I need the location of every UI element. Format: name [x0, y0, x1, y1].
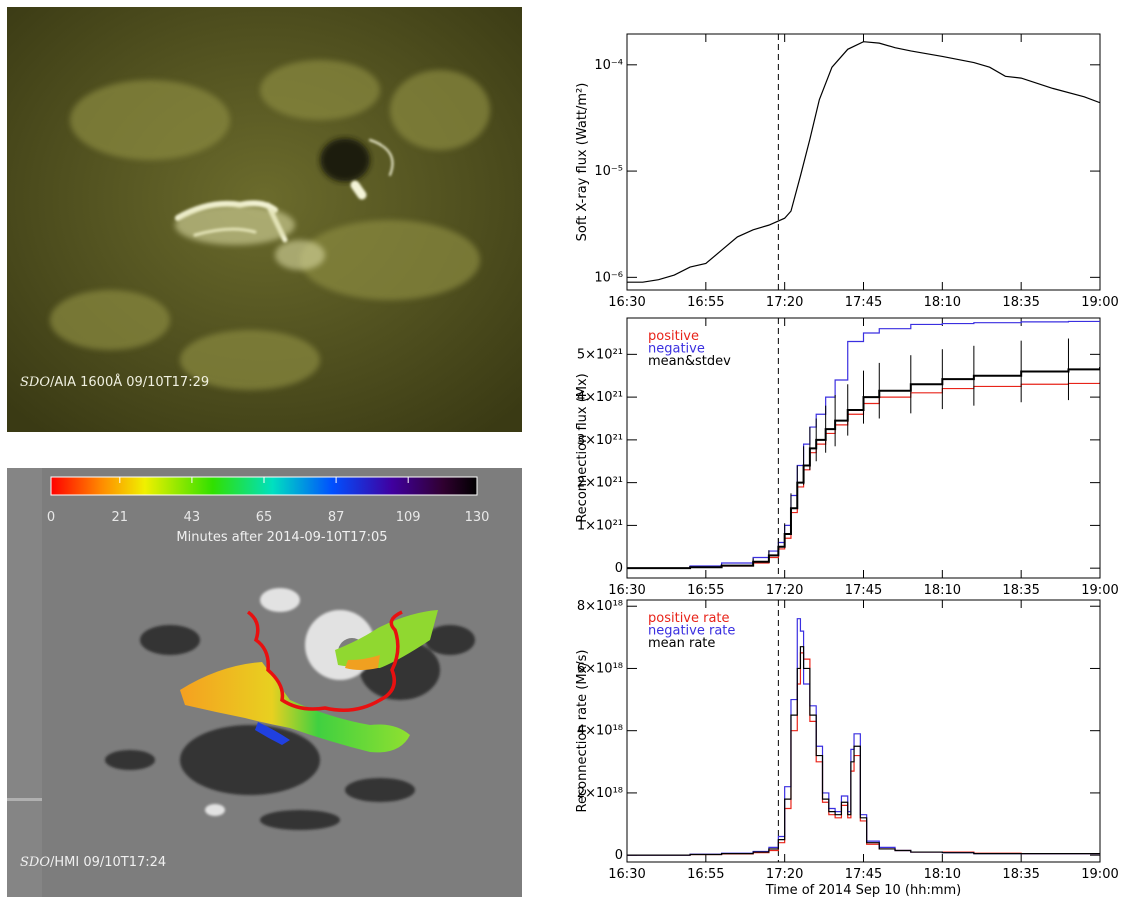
- series-line: [627, 652, 1100, 856]
- x-tick-label: 17:45: [845, 867, 882, 882]
- y-tick-label: 2×10²¹: [577, 476, 623, 491]
- x-axis-label: Time of 2014 Sep 10 (hh:mm): [765, 883, 961, 898]
- plot-area: [627, 41, 1100, 283]
- colorbar-tick-label: 0: [47, 510, 55, 525]
- x-tick-label: 17:45: [845, 295, 882, 310]
- x-tick-label: 19:00: [1081, 295, 1118, 310]
- colorbar-label: Minutes after 2014-09-10T17:05: [176, 530, 387, 545]
- x-tick-label: 19:00: [1081, 583, 1118, 598]
- x-tick-label: 16:30: [608, 867, 645, 882]
- series-line: [627, 646, 1100, 856]
- colorbar-tick-label: 43: [184, 510, 201, 525]
- hmi-label-italic: SDO: [20, 855, 50, 870]
- x-tick-label: 18:10: [924, 583, 961, 598]
- aia-label-text: /AIA 1600Å 09/10T17:29: [50, 374, 209, 390]
- y-tick-label: 3×10²¹: [577, 433, 623, 448]
- chart: 16:30 16:55 17:20 17:45 18:10 18:35 19:00 0 1×10…: [575, 317, 1119, 598]
- y-tick-label: 5×10²¹: [577, 347, 623, 362]
- x-tick-label: 18:35: [1002, 295, 1039, 310]
- colorbar-ticks: 0 21 43 65 87 109 130: [47, 477, 490, 525]
- legend-entry: positive rate: [648, 611, 730, 626]
- colorbar-tick-label: 21: [112, 510, 129, 525]
- legend-entry: negative: [648, 342, 705, 357]
- colorbar-tick-label: 87: [328, 510, 345, 525]
- x-tick-label: 17:45: [845, 583, 882, 598]
- x-tick-label: 16:55: [687, 583, 724, 598]
- series-line: [627, 367, 1100, 570]
- x-tick-label: 16:30: [608, 583, 645, 598]
- hmi-label: SDO/HMI 09/10T17:24: [20, 855, 166, 870]
- y-tick-label: 10⁻⁵: [594, 164, 623, 179]
- chart: 16:30 16:55 17:20 17:45 18:10 18:35 19:00 0 2×10…: [575, 599, 1119, 898]
- hmi-label-text: /HMI 09/10T17:24: [50, 855, 166, 870]
- aia-image: SDO/AIA 1600Å 09/10T17:29: [7, 7, 522, 432]
- hmi-image: 0 21 43 65 87 109 130 Minutes after 2014-09-10…: [7, 468, 522, 897]
- aia-label-italic: SDO: [20, 375, 50, 390]
- x-tick-label: 17:20: [766, 583, 803, 598]
- y-tick-label: 6×10¹⁸: [577, 661, 623, 676]
- aia-label: SDO/AIA 1600Å 09/10T17:29: [20, 374, 209, 390]
- legend-entry: negative rate: [648, 624, 735, 639]
- plot-area: [627, 320, 1100, 570]
- series-line: [627, 618, 1100, 856]
- y-axis-label: Soft X-ray flux (Watt/m²): [575, 83, 590, 242]
- x-tick-label: 18:10: [924, 867, 961, 882]
- x-tick-label: 18:10: [924, 295, 961, 310]
- x-tick-label: 16:30: [608, 295, 645, 310]
- plot-frame: [626, 33, 1101, 291]
- y-tick-label: 4×10²¹: [577, 390, 623, 405]
- y-tick-label: 10⁻⁴: [594, 58, 623, 73]
- y-axis-label: Reconnection rate (Mx/s): [575, 650, 590, 813]
- legend-entry: positive: [648, 329, 699, 344]
- colorbar-tick-label: 130: [465, 510, 490, 525]
- y-tick-label: 0: [615, 561, 623, 576]
- x-tick-label: 18:35: [1002, 867, 1039, 882]
- legend-entry: mean&stdev: [648, 354, 731, 369]
- x-tick-label: 17:20: [766, 295, 803, 310]
- plot-area: [627, 618, 1100, 856]
- colorbar-tick-label: 65: [256, 510, 273, 525]
- x-tick-label: 19:00: [1081, 867, 1118, 882]
- y-tick-label: 0: [615, 848, 623, 863]
- x-tick-label: 16:55: [687, 867, 724, 882]
- series-line: [627, 41, 1100, 283]
- chart: 16:30 16:55 17:20 17:45 18:10 18:35 19:00 10⁻⁶ 1…: [575, 33, 1119, 310]
- y-tick-label: 4×10¹⁸: [577, 724, 623, 739]
- x-tick-label: 17:20: [766, 867, 803, 882]
- y-tick-label: 2×10¹⁸: [577, 786, 623, 801]
- y-tick-label: 10⁻⁶: [594, 270, 623, 285]
- y-tick-label: 1×10²¹: [577, 518, 623, 533]
- y-axis-label: Reconnection flux (Mx): [575, 373, 590, 523]
- y-tick-label: 8×10¹⁸: [577, 599, 623, 614]
- x-tick-label: 16:55: [687, 295, 724, 310]
- legend-entry: mean rate: [648, 636, 715, 651]
- colorbar-tick-label: 109: [396, 510, 421, 525]
- x-tick-label: 18:35: [1002, 583, 1039, 598]
